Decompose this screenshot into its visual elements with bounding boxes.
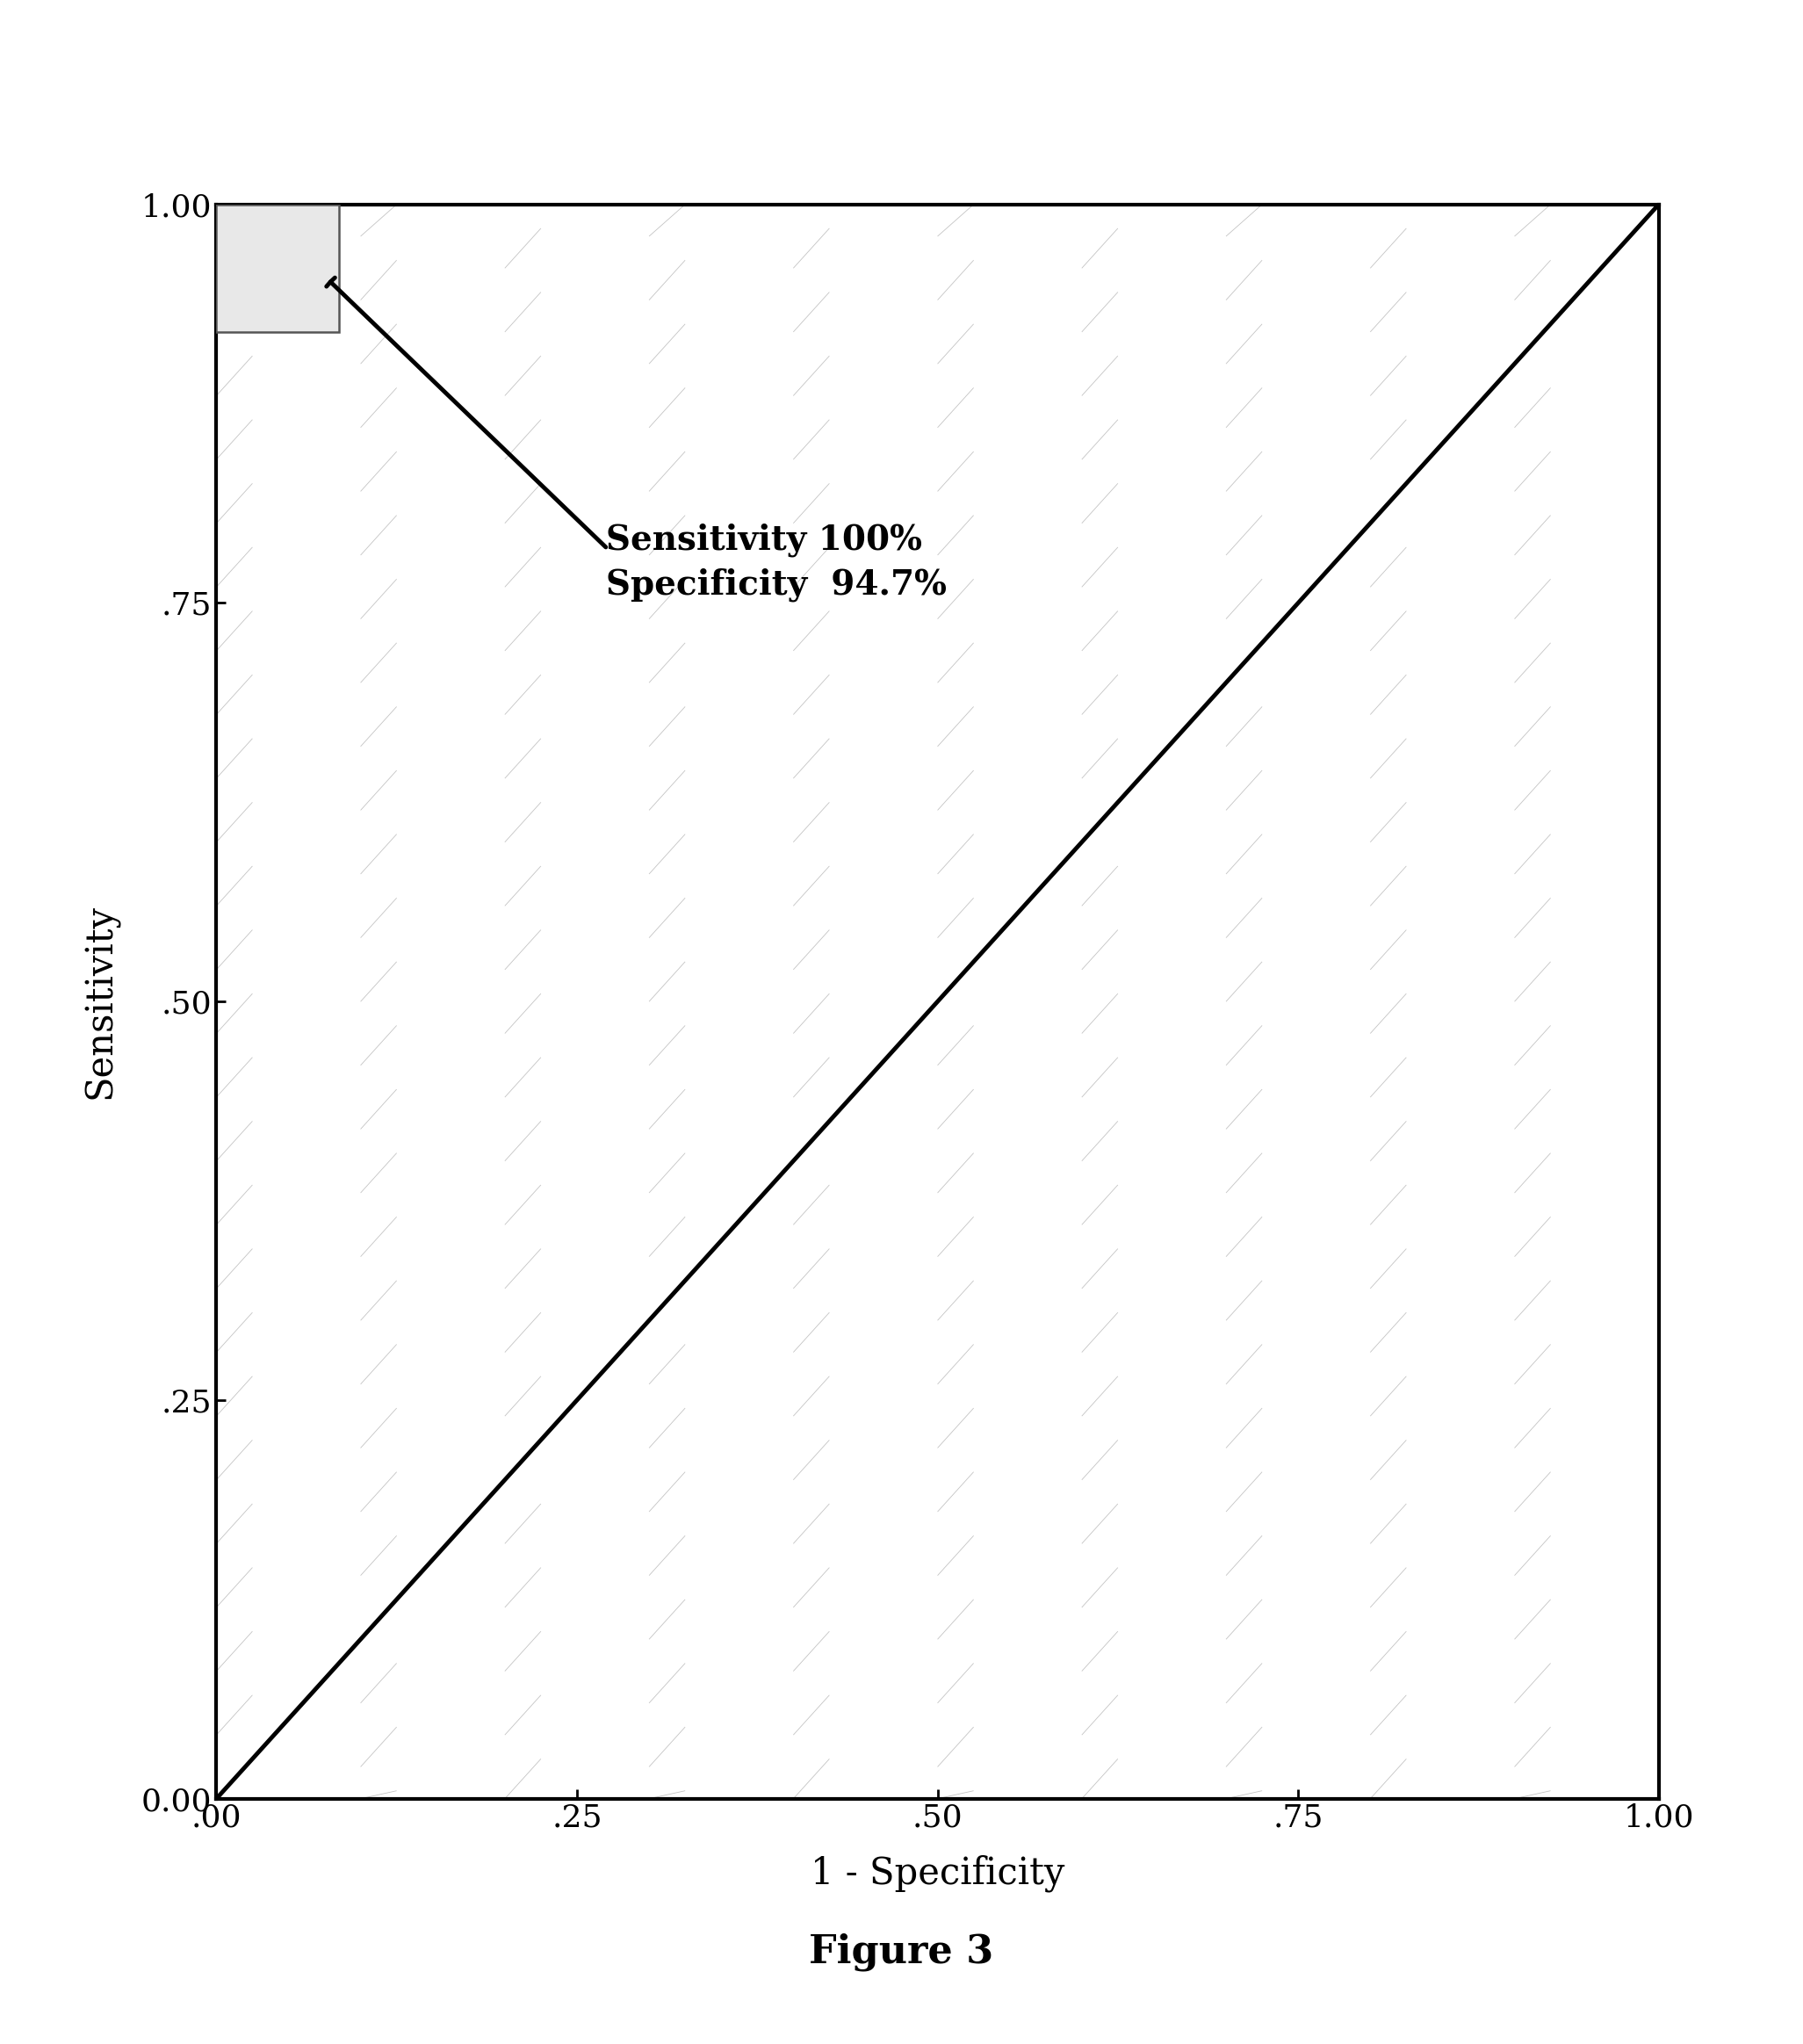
Y-axis label: Sensitivity: Sensitivity — [83, 903, 119, 1100]
Text: Sensitivity 100%
Specificity  94.7%: Sensitivity 100% Specificity 94.7% — [606, 523, 947, 601]
Bar — [216, 204, 339, 331]
X-axis label: 1 - Specificity: 1 - Specificity — [811, 1854, 1064, 1893]
Text: Figure 3: Figure 3 — [810, 1934, 993, 1970]
